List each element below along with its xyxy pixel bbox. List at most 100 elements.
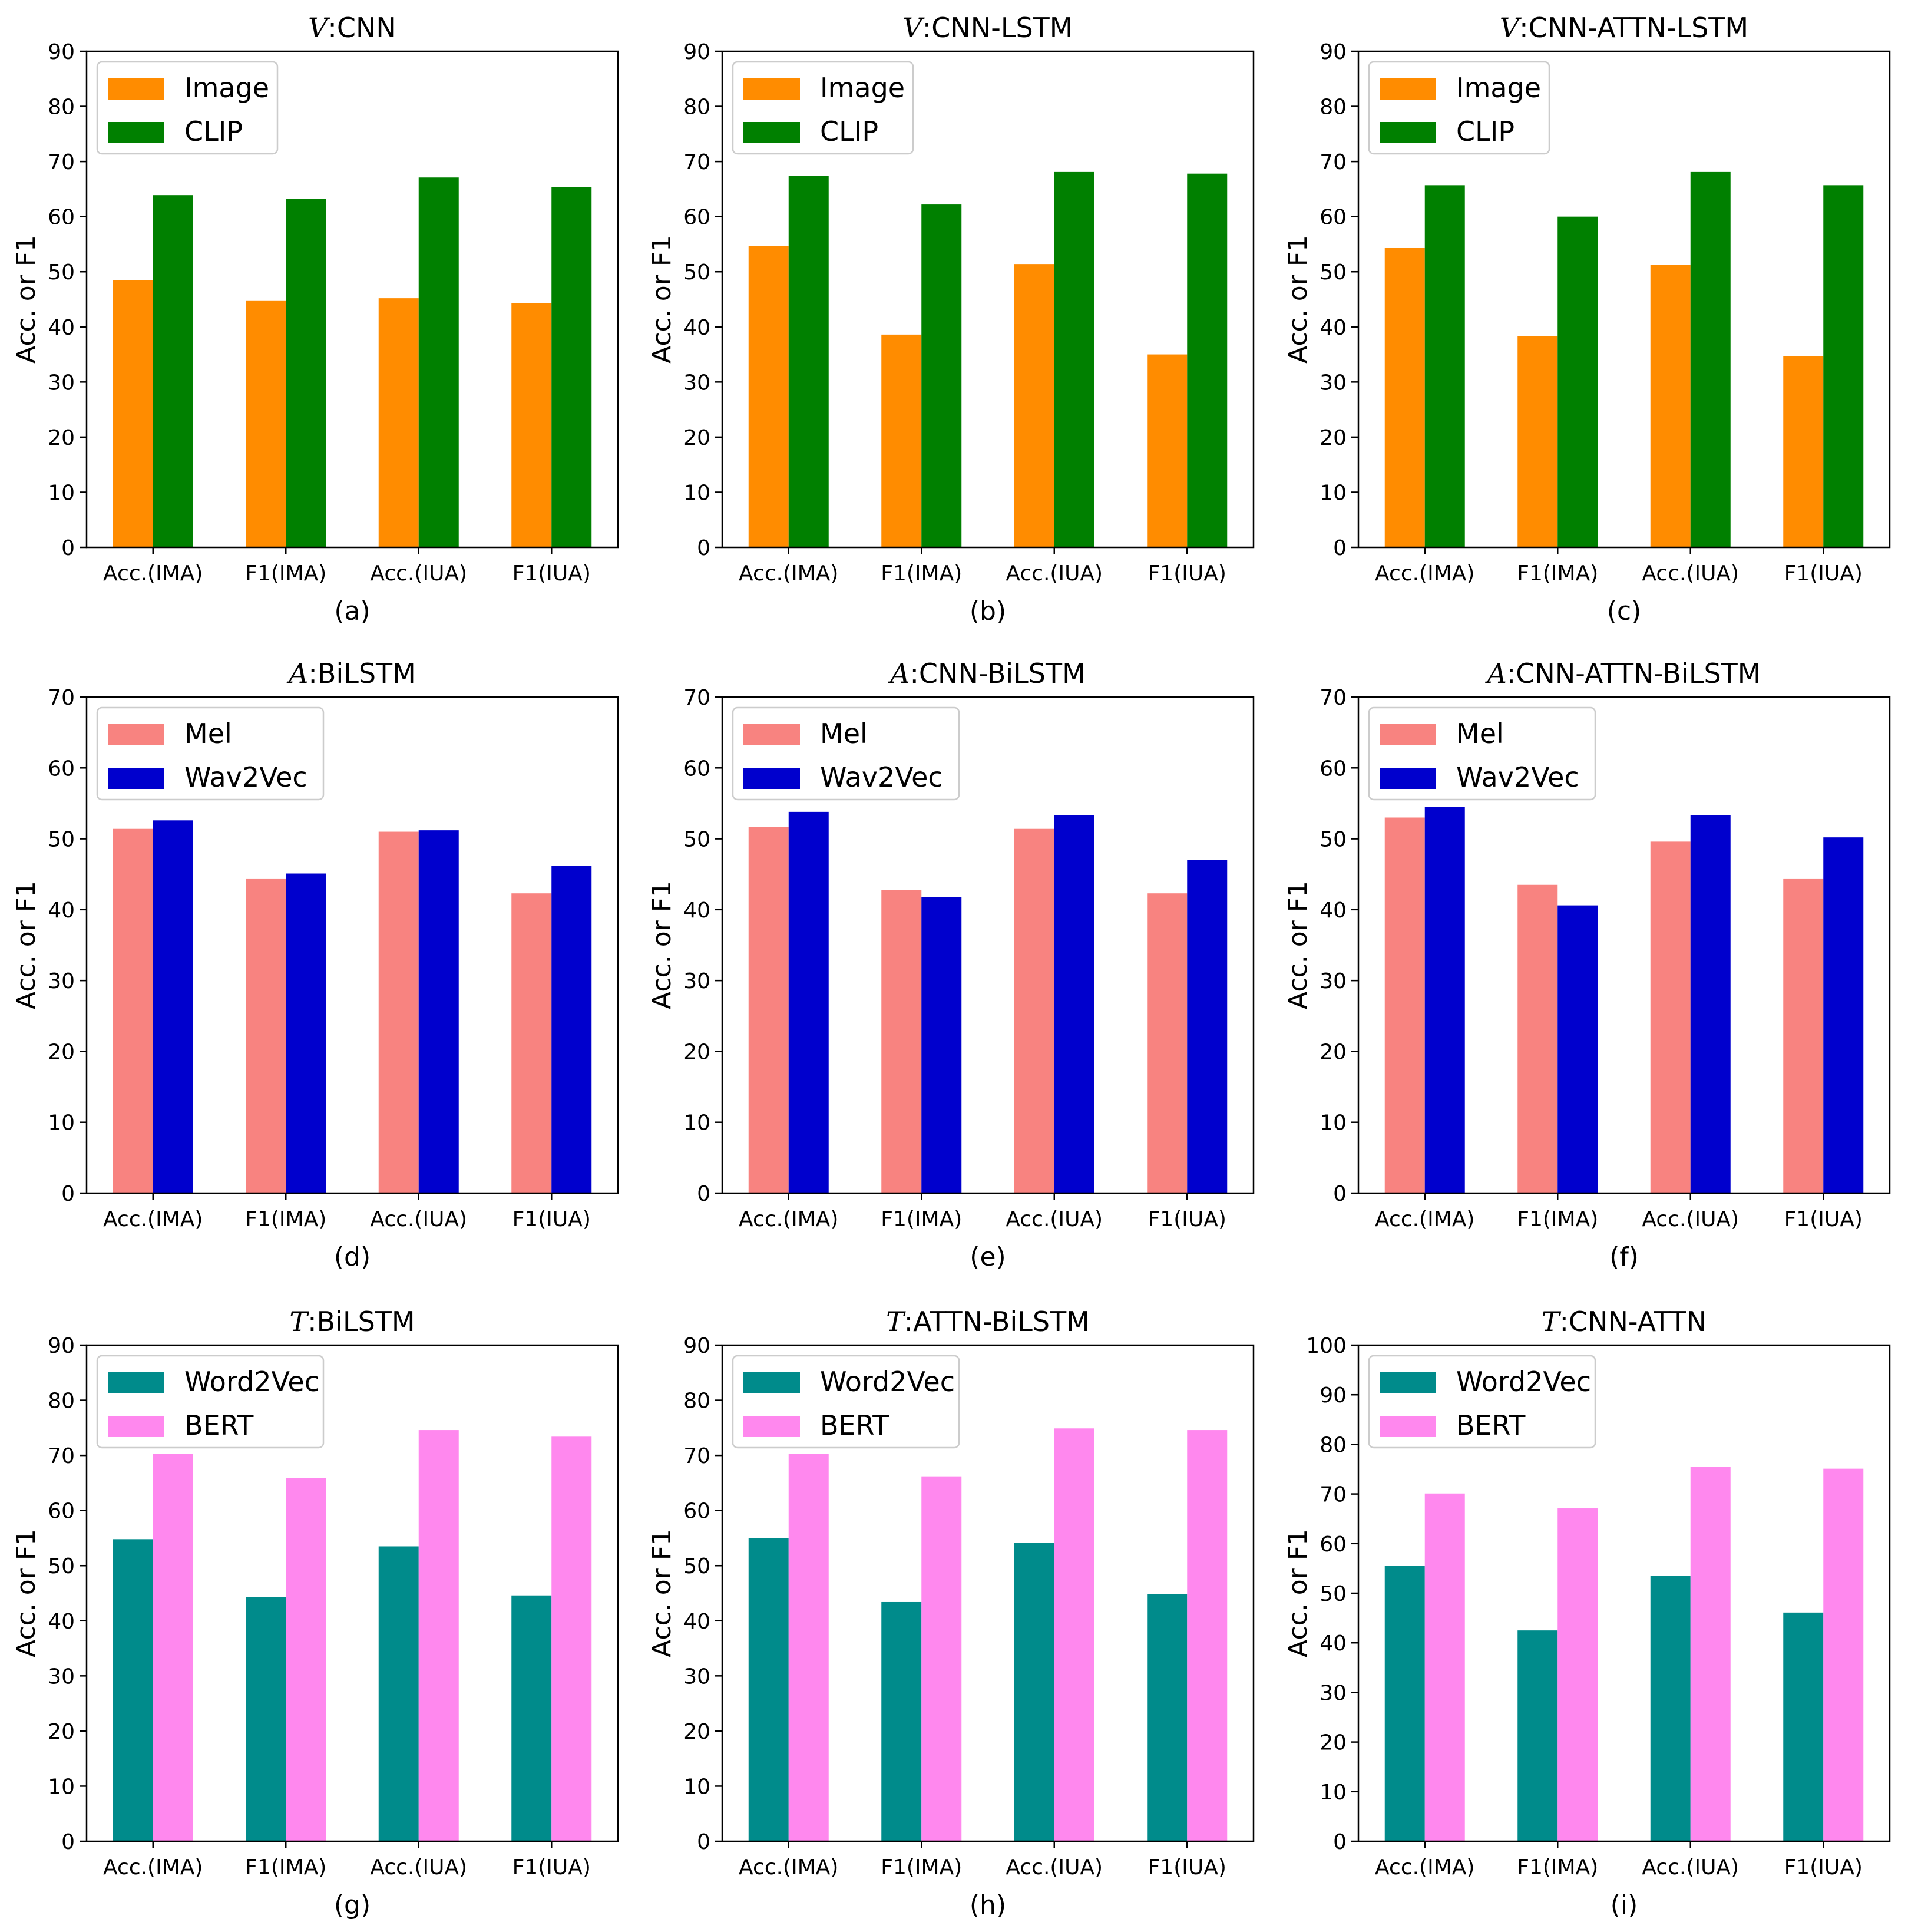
bar-image <box>881 334 922 547</box>
x-tick-label: F1(IUA) <box>512 562 591 586</box>
legend-label: CLIP <box>820 115 878 147</box>
y-tick-label: 100 <box>1306 1334 1347 1358</box>
y-tick-label: 20 <box>683 1720 710 1744</box>
chart-title-prefix: A <box>1485 658 1507 689</box>
bar-clip <box>788 176 829 547</box>
chart-panel: T:BiLSTM 0 10 20 30 40 50 60 70 80 90 Acc.(IMA) F1(I… <box>11 1306 619 1920</box>
bar-wav2vec <box>1424 807 1465 1193</box>
panel-label: (a) <box>334 596 370 626</box>
bar-image <box>113 280 153 547</box>
legend-swatch-wav2vec <box>108 768 164 789</box>
y-tick-label: 50 <box>48 1554 75 1578</box>
y-tick-label: 0 <box>697 1830 710 1854</box>
y-tick-label: 60 <box>683 1500 710 1524</box>
plot-frame <box>721 1344 1255 1842</box>
legend-swatch-word2vec <box>743 1372 800 1393</box>
y-tick-label: 0 <box>697 1182 710 1206</box>
panel-label: (h) <box>970 1890 1006 1920</box>
chart-title-suffix: :CNN-ATTN-BiLSTM <box>1507 658 1761 689</box>
y-tick-label: 10 <box>48 481 75 505</box>
y-tick-label: 60 <box>1320 1533 1347 1557</box>
y-tick-label: 40 <box>683 316 710 340</box>
y-tick-label: 50 <box>1320 1582 1347 1606</box>
chart-title-suffix: :CNN-BiLSTM <box>910 658 1085 689</box>
legend-label: Image <box>820 72 905 104</box>
bar-image <box>246 300 286 547</box>
legend-swatch-word2vec <box>108 1372 164 1393</box>
chart-title: T:ATTN-BiLSTM <box>886 1306 1090 1337</box>
x-tick-label: Acc.(IMA) <box>1375 562 1474 586</box>
x-tick-label: F1(IUA) <box>1784 1207 1863 1231</box>
bar-bert <box>153 1454 193 1841</box>
legend-swatch-clip <box>1380 122 1436 143</box>
legend-label: Wav2Vec <box>1456 761 1579 793</box>
bar-image <box>1014 264 1054 547</box>
x-tick-label: F1(IMA) <box>245 1207 326 1231</box>
y-tick-label: 90 <box>1320 1383 1347 1408</box>
y-axis-label: Acc. or F1 <box>647 235 677 364</box>
legend-swatch-bert <box>108 1416 164 1437</box>
y-tick-label: 20 <box>1320 426 1347 450</box>
y-tick-label: 70 <box>683 150 710 174</box>
y-tick-label: 50 <box>48 260 75 285</box>
chart-title-prefix: V <box>1500 12 1522 44</box>
y-tick-label: 50 <box>1320 260 1347 285</box>
y-tick-label: 70 <box>1320 1483 1347 1507</box>
legend-swatch-mel <box>108 724 164 745</box>
bar-mel <box>1783 878 1824 1193</box>
y-tick-label: 90 <box>48 1334 75 1358</box>
chart-title-prefix: V <box>903 12 925 44</box>
x-tick-label: F1(IMA) <box>881 1207 962 1231</box>
chart-title-prefix: A <box>888 658 910 689</box>
bar-mel <box>113 828 153 1193</box>
y-tick-label: 30 <box>48 371 75 395</box>
bar-clip <box>1187 173 1228 547</box>
y-tick-label: 80 <box>48 95 75 120</box>
x-tick-label: F1(IMA) <box>1517 562 1598 586</box>
bar-clip <box>1054 171 1094 547</box>
bar-mel <box>1517 884 1558 1193</box>
chart-title-suffix: :BiLSTM <box>308 658 415 689</box>
bar-bert <box>921 1476 962 1841</box>
bar-bert <box>1187 1430 1228 1841</box>
legend-label: Mel <box>1456 718 1504 749</box>
bar-word2vec <box>1783 1612 1824 1841</box>
x-tick-label: F1(IMA) <box>881 1855 962 1880</box>
chart-title: V:CNN-ATTN-LSTM <box>1500 12 1748 44</box>
chart-title: A:BiLSTM <box>286 658 416 689</box>
legend-label: Word2Vec <box>820 1366 955 1398</box>
x-tick-label: Acc.(IMA) <box>1375 1855 1474 1880</box>
y-tick-label: 60 <box>1320 757 1347 781</box>
y-tick-label: 40 <box>1320 316 1347 340</box>
bar-mel <box>1014 828 1054 1193</box>
y-tick-label: 0 <box>61 536 75 560</box>
bar-clip <box>1690 171 1731 547</box>
y-tick-label: 50 <box>683 1554 710 1578</box>
chart-title-suffix: :CNN-LSTM <box>922 12 1073 44</box>
x-tick-label: F1(IUA) <box>1784 1855 1863 1880</box>
bar-word2vec <box>113 1539 153 1841</box>
bar-clip <box>1557 216 1598 548</box>
y-tick-label: 60 <box>1320 206 1347 230</box>
bar-word2vec <box>748 1538 789 1841</box>
y-tick-label: 40 <box>48 1610 75 1634</box>
y-tick-label: 10 <box>683 1111 710 1135</box>
bar-clip <box>1424 185 1465 548</box>
y-axis-label: Acc. or F1 <box>1283 1529 1313 1657</box>
bar-clip <box>921 204 962 547</box>
bar-bert <box>551 1436 592 1841</box>
x-tick-label: F1(IUA) <box>1148 1855 1226 1880</box>
y-tick-label: 30 <box>48 969 75 993</box>
bar-mel <box>1650 841 1691 1193</box>
y-tick-label: 40 <box>1320 1632 1347 1656</box>
legend-swatch-clip <box>743 122 800 143</box>
y-tick-label: 20 <box>683 426 710 450</box>
legend-label: CLIP <box>184 115 243 147</box>
x-tick-label: F1(IMA) <box>245 1855 326 1880</box>
y-tick-label: 60 <box>683 757 710 781</box>
bar-mel <box>881 890 922 1193</box>
bar-wav2vec <box>418 830 459 1193</box>
y-axis-label: Acc. or F1 <box>1283 881 1313 1009</box>
y-tick-label: 20 <box>48 426 75 450</box>
